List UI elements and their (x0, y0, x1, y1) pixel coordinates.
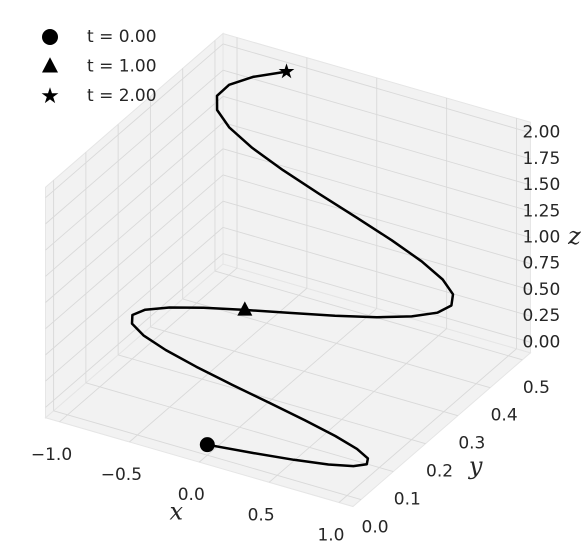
legend-label: t = 2.00 (87, 86, 157, 106)
legend-symbol (42, 29, 58, 45)
grid-line (45, 96, 224, 251)
axis-label: z (567, 222, 581, 250)
marker (278, 63, 295, 79)
tick-label: 2.00 (522, 123, 560, 143)
grid-line (45, 43, 224, 199)
legend-label: t = 1.00 (87, 57, 157, 77)
grid-line (53, 410, 362, 500)
tick-label: 0.1 (394, 490, 421, 510)
grid-line (85, 382, 394, 473)
marker (237, 301, 253, 316)
legend-label: t = 0.00 (87, 27, 157, 47)
tick-label: −0.5 (101, 465, 142, 485)
tick-label: 0.3 (458, 434, 485, 454)
tick-label: 0.0 (178, 485, 205, 505)
tick-label: 0.2 (426, 462, 453, 482)
tick-label: −1.0 (31, 445, 72, 465)
legend-symbol (42, 57, 58, 73)
grid-line (222, 122, 531, 212)
grid-line (45, 122, 224, 277)
grid-line (222, 95, 531, 186)
grid-line (45, 253, 224, 408)
grid-line (45, 174, 224, 330)
legend: t = 0.00 t = 1.00 t = 2.00 (41, 27, 157, 106)
tick-label: 1.50 (522, 175, 560, 195)
grid-line (150, 326, 458, 417)
marker (199, 437, 215, 453)
grid-line (198, 308, 378, 463)
grid-line (45, 200, 224, 356)
grid-line (214, 270, 523, 361)
tick-label: 1.25 (522, 201, 560, 221)
grid-line (182, 298, 491, 389)
tick-label: 0.50 (522, 280, 560, 300)
tick-label: 0.5 (248, 505, 275, 525)
grid-line (222, 200, 531, 291)
axis-label: y (468, 452, 483, 480)
grid-line (268, 328, 447, 483)
grid-line (222, 253, 531, 343)
tick-label: 0.4 (491, 406, 518, 426)
grid-line (222, 43, 531, 134)
grid-line (45, 69, 224, 225)
grid-line (45, 227, 224, 382)
grid-line (222, 69, 531, 160)
grid-line (118, 354, 426, 445)
tick-label: 1.00 (522, 228, 560, 248)
tick-label: 0.75 (522, 254, 560, 274)
grid-line (59, 267, 238, 423)
tick-label: 0.25 (522, 306, 560, 326)
grid-line (338, 348, 517, 503)
tick-label: 0.00 (522, 332, 560, 352)
axis-label: x (169, 498, 183, 526)
grid-line (129, 287, 308, 443)
tick-label: 1.75 (522, 149, 560, 169)
grid-line (222, 174, 531, 265)
tick-label: 0.5 (523, 378, 550, 398)
tick-label: 1.0 (317, 525, 344, 545)
grid-line (222, 226, 531, 317)
legend-symbol (41, 87, 59, 104)
tick-label: 0.0 (362, 518, 389, 538)
grid-line (45, 148, 224, 303)
